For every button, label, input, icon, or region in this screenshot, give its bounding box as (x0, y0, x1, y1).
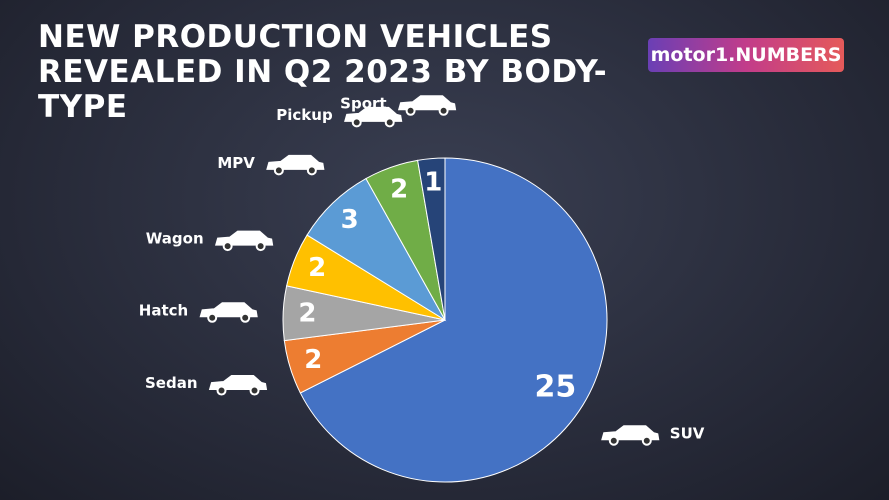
car-icon (397, 95, 457, 116)
car-wheel (249, 385, 260, 396)
logo: motor1.NUMBERS (648, 38, 844, 72)
category-label: MPV (217, 154, 255, 172)
car-icon (266, 154, 325, 176)
category-label: Hatch (139, 301, 188, 319)
car-body (601, 425, 660, 441)
car-icon (199, 302, 258, 323)
car-wheel (384, 117, 395, 128)
car-body (397, 95, 457, 111)
value-label: 2 (308, 253, 326, 283)
value-label: 2 (390, 175, 408, 205)
car-body (266, 154, 325, 170)
car-wheel (255, 241, 266, 252)
car-body (199, 302, 258, 318)
chart-title: NEW PRODUCTION VEHICLES REVEALED IN Q2 2… (38, 19, 608, 125)
car-wheel (405, 105, 416, 116)
pie-slice (417, 157, 446, 321)
car-wheel (216, 385, 227, 396)
value-label: 2 (304, 345, 322, 375)
car-wheel (240, 312, 251, 323)
car-icon (208, 375, 268, 396)
category-label: Sedan (145, 374, 198, 392)
pie-slice (299, 157, 608, 483)
car-wheel (207, 312, 218, 323)
car-body (214, 230, 274, 246)
car-body (208, 375, 268, 391)
car-icon (601, 425, 660, 446)
category-label: Wagon (146, 230, 204, 248)
category-label: SUV (670, 424, 705, 442)
category-label: Sport (340, 94, 386, 112)
car-wheel (608, 435, 619, 446)
car-wheel (641, 435, 652, 446)
car-wheel (351, 117, 362, 128)
value-label: 3 (341, 205, 359, 235)
value-label: 1 (424, 167, 442, 197)
car-wheel (222, 241, 233, 252)
car-wheel (273, 165, 284, 176)
category-label: Pickup (276, 106, 333, 124)
car-icon (214, 230, 274, 252)
car-wheel (306, 165, 317, 176)
value-label: 2 (298, 299, 316, 329)
car-wheel (438, 105, 449, 116)
car-icon (344, 106, 403, 128)
value-label: 25 (534, 369, 576, 404)
car-body (344, 106, 403, 122)
